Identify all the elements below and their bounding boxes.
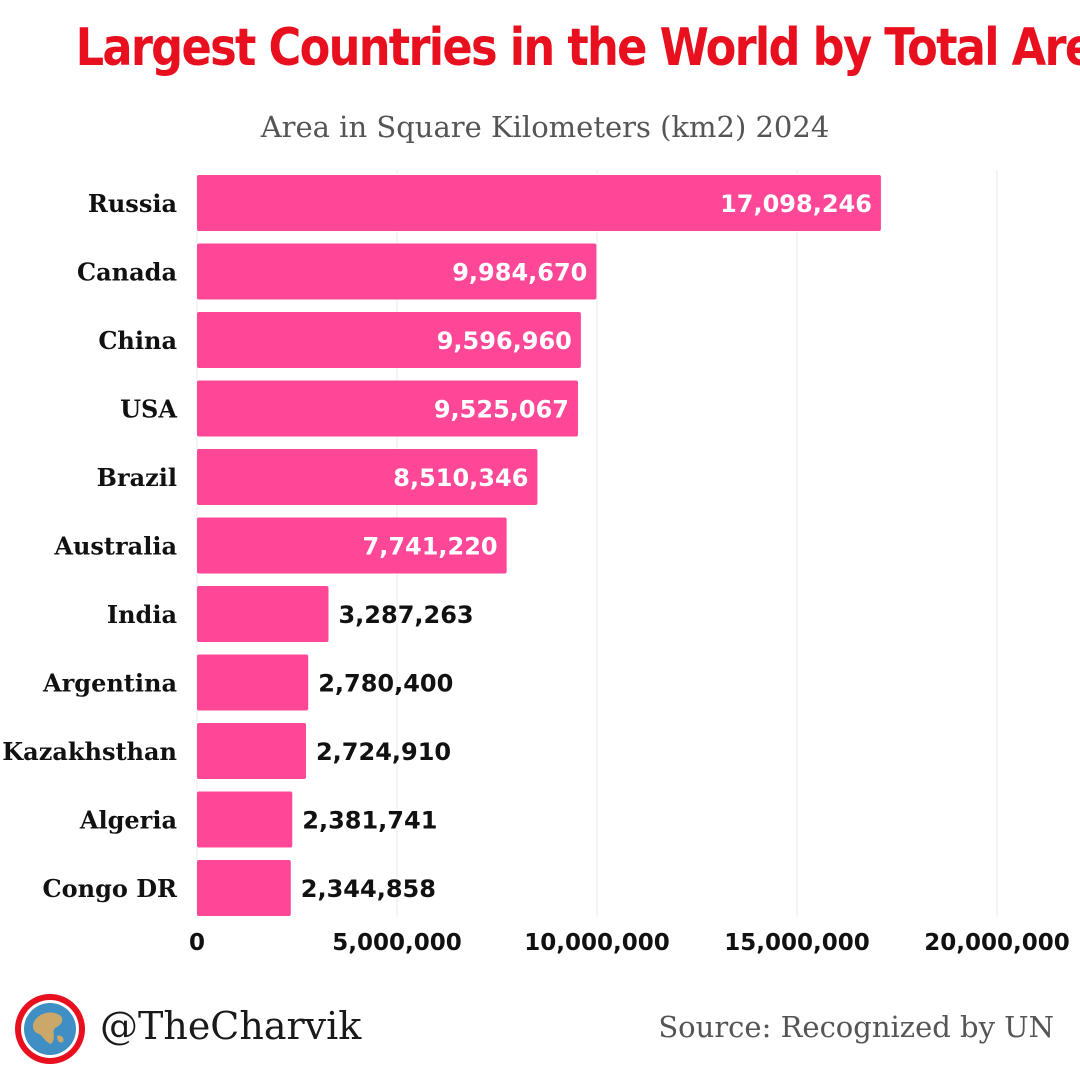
value-label: 9,984,670: [452, 259, 587, 287]
category-label: Algeria: [79, 806, 177, 835]
value-label: 9,525,067: [434, 396, 569, 424]
category-label: Brazil: [97, 463, 177, 492]
bar: [197, 517, 507, 574]
x-tick-label: 0: [189, 930, 205, 956]
value-label: 7,741,220: [363, 533, 498, 561]
bar-chart: Russia 17,098,246 Canada 9,984,670 China 9,59…: [2, 170, 1070, 956]
bar: [197, 586, 329, 642]
value-label: 2,381,741: [302, 807, 437, 835]
value-label: 9,596,960: [437, 327, 572, 355]
bar: [197, 723, 306, 779]
category-label: Russia: [88, 189, 177, 218]
value-label: 17,098,246: [720, 190, 872, 218]
category-label: Congo DR: [43, 874, 179, 903]
x-tick-label: 15,000,000: [724, 930, 870, 956]
category-label: Canada: [77, 258, 177, 287]
value-label: 3,287,263: [338, 601, 473, 629]
x-tick-label: 10,000,000: [524, 930, 670, 956]
author-handle: @TheCharvik: [100, 1004, 362, 1048]
bar: [197, 860, 291, 916]
bar: [197, 449, 538, 505]
bar: [197, 791, 293, 848]
x-tick-label: 5,000,000: [332, 930, 462, 956]
value-label: 2,724,910: [316, 738, 451, 766]
chart-title: Largest Countries in the World by Total …: [75, 18, 1080, 78]
globe-logo-icon: [15, 994, 85, 1064]
bar: [197, 175, 881, 231]
category-label: USA: [120, 395, 177, 424]
category-label: China: [98, 326, 177, 355]
category-label: Australia: [53, 532, 177, 561]
source-note: Source: Recognized by UN: [658, 1010, 1054, 1044]
value-label: 2,780,400: [318, 670, 453, 698]
category-label: Argentina: [42, 669, 177, 698]
value-label: 2,344,858: [301, 875, 436, 903]
category-label: India: [107, 600, 177, 629]
bar: [197, 312, 581, 368]
chart-subtitle: Area in Square Kilometers (km2) 2024: [260, 110, 830, 144]
x-tick-label: 20,000,000: [924, 930, 1070, 956]
category-label: Kazakhsthan: [2, 737, 177, 766]
bar: [197, 654, 309, 711]
value-label: 8,510,346: [393, 464, 528, 492]
bar: [197, 243, 597, 300]
bar: [197, 380, 579, 437]
